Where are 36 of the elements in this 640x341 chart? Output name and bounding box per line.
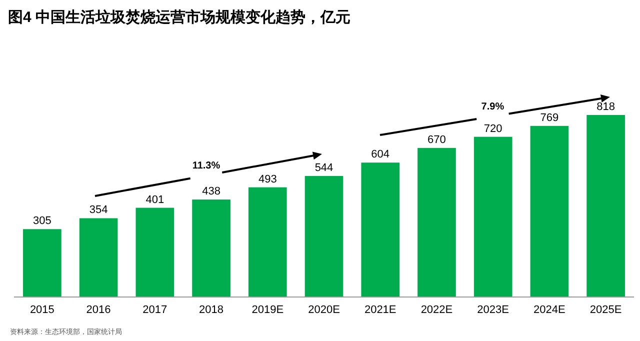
data-label: 401	[146, 194, 164, 206]
x-tick-label: 2021E	[364, 304, 396, 316]
x-tick-label: 2017	[142, 304, 168, 316]
bar	[136, 208, 174, 297]
data-label: 305	[33, 215, 52, 228]
data-label: 604	[371, 148, 390, 161]
bar	[248, 187, 287, 297]
bar	[530, 126, 569, 297]
bar	[361, 162, 400, 297]
bar	[474, 136, 512, 297]
bar	[586, 115, 625, 297]
data-label: 438	[202, 186, 220, 198]
data-label: 818	[596, 101, 615, 113]
data-label: 769	[540, 112, 559, 124]
bar	[192, 200, 230, 297]
bar	[23, 229, 62, 297]
bar	[304, 176, 344, 297]
bar	[79, 218, 118, 297]
x-tick-label: 2019E	[252, 304, 284, 316]
chart-title: 图4 中国生活垃圾焚烧运营市场规模变化趋势，亿元	[8, 8, 351, 26]
annotation: 11.3%	[192, 160, 220, 172]
x-tick-label: 2018	[199, 304, 224, 316]
bar	[418, 148, 456, 297]
x-tick-label: 2022E	[420, 304, 453, 316]
text: 7.9%	[481, 101, 504, 112]
x-tick-label: 2025E	[590, 304, 622, 316]
data-label: 720	[484, 122, 502, 135]
data-label: 493	[258, 173, 277, 186]
x-tick-label: 2024E	[534, 304, 566, 316]
x-tick-label: 2015	[30, 304, 54, 316]
x-tick-label: 2016	[86, 304, 111, 316]
x-tick-label: 2020E	[308, 304, 340, 316]
data-label: 544	[314, 162, 334, 174]
data-label: 670	[428, 134, 446, 146]
data-label: 354	[89, 204, 108, 216]
x-tick-label: 2023E	[477, 304, 509, 316]
